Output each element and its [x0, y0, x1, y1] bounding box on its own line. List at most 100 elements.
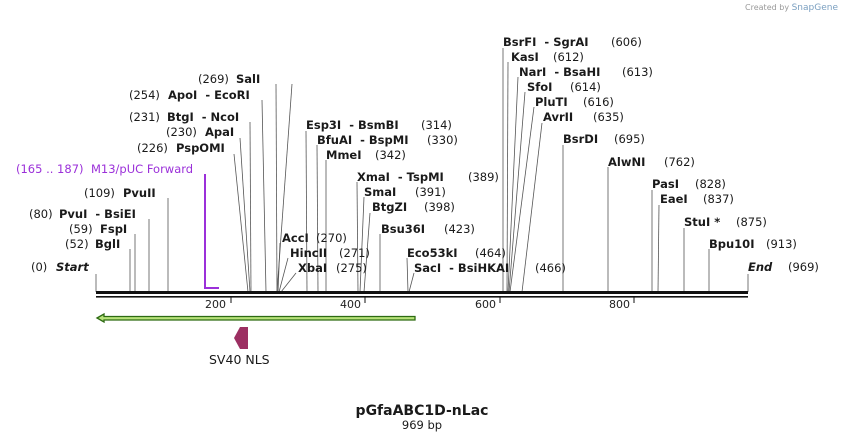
site-pos: (269) [198, 72, 229, 86]
ruler: 200 400 600 800 [205, 297, 635, 311]
site-stui[interactable]: StuI * (875) [684, 215, 767, 229]
site-name: PluTI [535, 95, 568, 109]
site-labels: (52) BglI (59) FspI (80) PvuI - BsiEI (109)… [29, 35, 797, 275]
watermark: Created by SnapGene [745, 3, 838, 13]
site-name: PasI [652, 177, 679, 191]
site-bfuai-bspmi[interactable]: BfuAI - BspMI (330) [317, 133, 458, 147]
site-nari-bsahi[interactable]: NarI - BsaHI (613) [519, 65, 653, 79]
site-name: PspOMI [176, 141, 225, 155]
plasmid-length: 969 bp [402, 418, 442, 432]
site-line-sfoi [508, 91, 526, 293]
site-hincii[interactable]: HincII (271) [290, 246, 370, 260]
site-name: AvrII [543, 110, 573, 124]
site-kasi[interactable]: KasI (612) [511, 50, 584, 64]
primer-m13-puc-forward[interactable]: (165 .. 187) M13/pUC Forward [16, 162, 219, 289]
site-btgzi[interactable]: BtgZI (398) [372, 200, 455, 214]
site-pasi[interactable]: PasI (828) [652, 177, 726, 191]
site-name: PvuI - BsiEI [59, 207, 136, 221]
site-xmai-tspmi[interactable]: XmaI - TspMI (389) [357, 170, 499, 184]
primer-name: M13/pUC Forward [91, 162, 193, 176]
site-pvui-bsiei[interactable]: (80) PvuI - BsiEI [29, 207, 136, 221]
site-name: EaeI [660, 192, 688, 206]
site-eco53ki[interactable]: Eco53kI (464) [407, 246, 506, 260]
site-line-saci [408, 272, 415, 293]
site-name: SacI - BsiHKAI [414, 261, 509, 275]
site-name: BsrDI [563, 132, 598, 146]
site-bgli[interactable]: (52) BglI [65, 237, 120, 251]
site-name: MmeI [326, 148, 362, 162]
site-name: Eco53kI [407, 246, 458, 260]
site-pos: (613) [622, 65, 653, 79]
site-pos: (635) [593, 110, 624, 124]
backbone-bottom-strand [96, 296, 748, 298]
site-smai[interactable]: SmaI (391) [364, 185, 446, 199]
site-pos: (330) [427, 133, 458, 147]
site-pos: (52) [65, 237, 89, 251]
site-line-ncoi [249, 121, 252, 293]
site-name: AlwNI [608, 155, 645, 169]
site-pos: (231) [129, 110, 160, 124]
site-acci[interactable]: AccI (270) [282, 231, 347, 245]
site-name: PvuII [123, 186, 156, 200]
site-line-sali [275, 83, 278, 293]
start-label: Start [56, 260, 89, 274]
site-avrii[interactable]: AvrII (635) [543, 110, 624, 124]
tick-label-800: 800 [609, 298, 630, 311]
site-pspomi[interactable]: (226) PspOMI [137, 141, 225, 155]
site-line-eco53ki [406, 257, 409, 293]
end-pos: (969) [788, 260, 819, 274]
site-pos: (254) [129, 88, 160, 102]
site-bsrfi-sgrai[interactable]: BsrFI - SgrAI (606) [503, 35, 642, 49]
site-bsu36i[interactable]: Bsu36I (423) [381, 222, 475, 236]
site-name: BtgI - NcoI [167, 110, 239, 124]
site-bsrdi[interactable]: BsrDI (695) [563, 132, 645, 146]
site-name: Bsu36I [381, 222, 425, 236]
backbone-top-strand [96, 291, 748, 294]
start-pos: (0) [31, 260, 47, 274]
site-esp3i-bsmbi[interactable]: Esp3I - BsmBI (314) [306, 118, 452, 132]
site-pos: (612) [553, 50, 584, 64]
orf-feature[interactable] [95, 312, 416, 324]
site-pos: (109) [84, 186, 115, 200]
site-pos: (913) [766, 237, 797, 251]
site-line-xmai [356, 181, 359, 293]
site-line-avrii [521, 122, 543, 293]
site-bpu10i[interactable]: Bpu10I (913) [709, 237, 797, 251]
site-saci-bsihkai[interactable]: SacI - BsiHKAI (466) [414, 261, 566, 275]
site-pos: (875) [736, 215, 767, 229]
site-pvuii[interactable]: (109) PvuII [84, 186, 156, 200]
site-name: Esp3I - BsmBI [306, 118, 399, 132]
site-line-acci [277, 242, 281, 293]
site-sali[interactable]: (269) SalI [198, 72, 260, 86]
plasmid-name: pGfaABC1D-nLac [356, 403, 489, 419]
site-line-smai [359, 196, 365, 293]
site-eaei[interactable]: EaeI (837) [660, 192, 734, 206]
site-xbai[interactable]: XbaI (275) [298, 261, 367, 275]
orf-arrow [95, 312, 416, 324]
site-mmei[interactable]: MmeI (342) [326, 148, 406, 162]
primer-arrow [204, 174, 219, 289]
site-name: XmaI - TspMI [357, 170, 444, 184]
site-pos: (616) [583, 95, 614, 109]
site-btgi-ncoi[interactable]: (231) BtgI - NcoI [129, 110, 239, 124]
watermark-text: Created by [745, 3, 790, 12]
site-alwni[interactable]: AlwNI (762) [608, 155, 695, 169]
site-pos: (423) [444, 222, 475, 236]
site-fspi[interactable]: (59) FspI [69, 222, 127, 236]
site-apoi-ecori[interactable]: (254) ApoI - EcoRI [129, 88, 250, 102]
site-line-pluti [509, 106, 535, 293]
site-name: ApoI - EcoRI [168, 88, 250, 102]
tick-label-600: 600 [475, 298, 496, 311]
site-name: FspI [100, 222, 127, 236]
site-pos: (230) [166, 125, 197, 139]
site-name: ApaI [205, 125, 234, 139]
site-pos: (391) [415, 185, 446, 199]
site-sfoi[interactable]: SfoI (614) [527, 80, 601, 94]
nls-marker [234, 327, 248, 349]
sv40-nls-feature[interactable]: SV40 NLS [209, 327, 270, 367]
site-line-pspomi [233, 153, 249, 293]
site-pos: (314) [421, 118, 452, 132]
site-pluti[interactable]: PluTI (616) [535, 95, 614, 109]
site-apai[interactable]: (230) ApaI [166, 125, 234, 139]
